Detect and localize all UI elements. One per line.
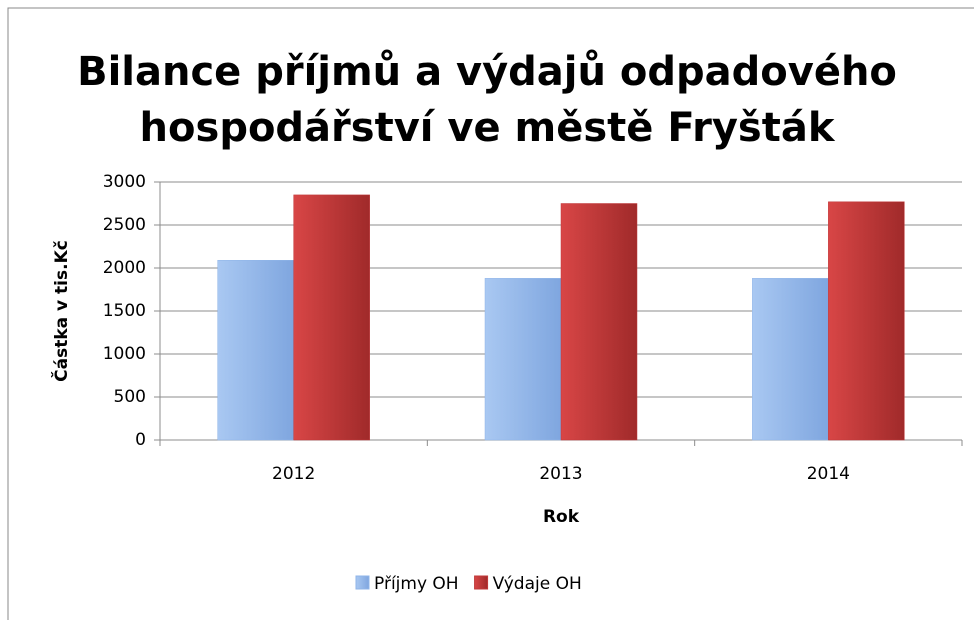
chart-title: hospodářství ve městě Fryšták <box>140 105 836 151</box>
y-axis-label: Částka v tis.Kč <box>50 240 72 382</box>
frame <box>7 7 974 624</box>
x-axis-label: Rok <box>543 507 580 527</box>
y-tick-label: 2000 <box>103 258 146 278</box>
legend-label: Příjmy OH <box>374 574 459 594</box>
x-tick-label: 2013 <box>539 464 582 484</box>
legend-swatch <box>355 575 370 590</box>
y-tick-label: 500 <box>114 387 146 407</box>
y-tick-label: 1500 <box>103 301 146 321</box>
chart-title: Bilance příjmů a výdajů odpadového <box>77 48 897 95</box>
y-tick-label: 3000 <box>103 172 146 192</box>
bar <box>828 201 905 441</box>
bar <box>560 203 638 441</box>
legend-swatch <box>474 575 489 590</box>
bar <box>752 278 829 441</box>
y-tick-label: 1000 <box>103 344 146 364</box>
bar <box>484 278 562 441</box>
x-tick-label: 2014 <box>807 464 850 484</box>
y-tick-label: 2500 <box>103 215 146 235</box>
x-tick-label: 2012 <box>272 464 315 484</box>
legend-label: Výdaje OH <box>493 574 582 594</box>
y-tick-label: 0 <box>135 430 146 450</box>
bar <box>217 260 294 441</box>
bar <box>293 194 370 441</box>
